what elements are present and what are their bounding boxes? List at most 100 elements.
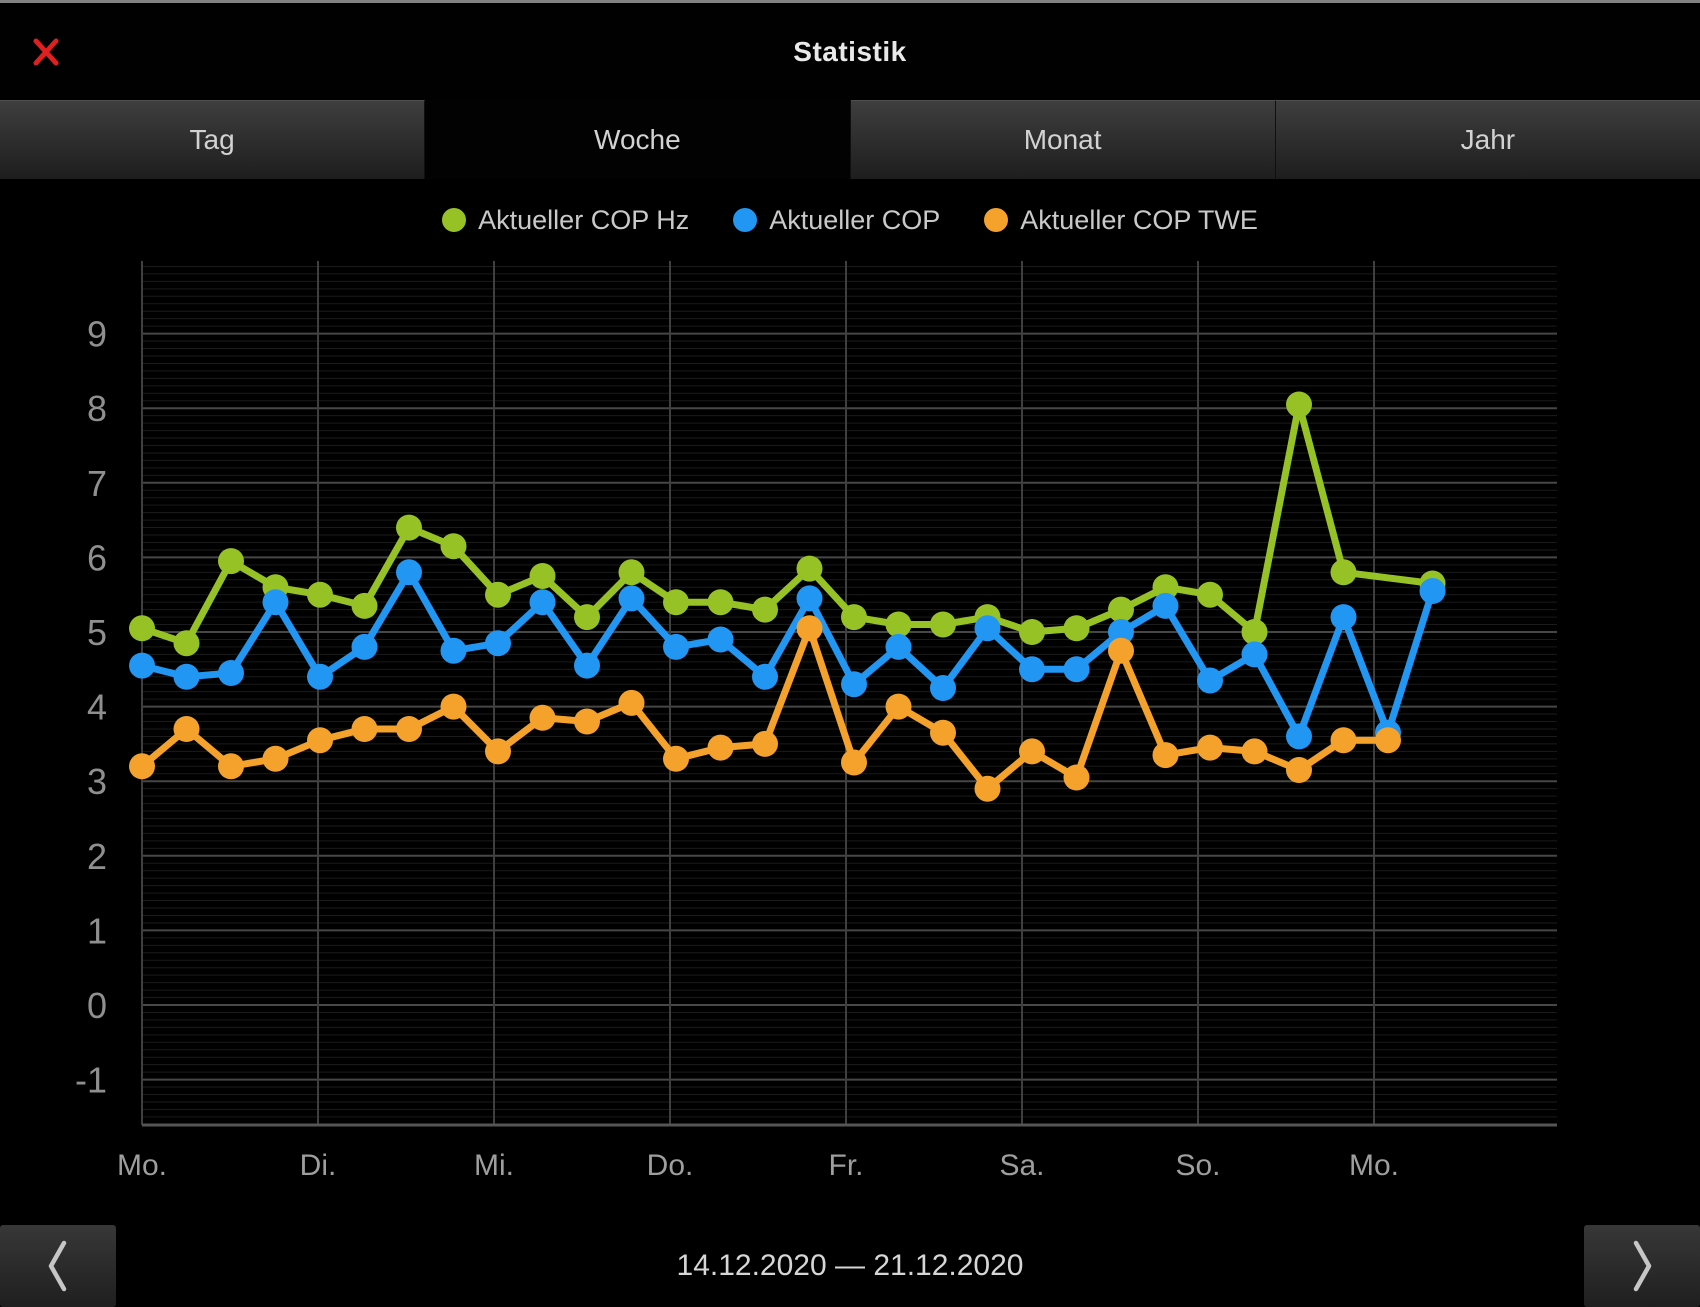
data-point-aktueller-cop-hz[interactable] xyxy=(930,611,956,638)
data-point-aktueller-cop[interactable] xyxy=(1375,719,1401,746)
data-point-aktueller-cop[interactable] xyxy=(663,633,689,660)
data-point-aktueller-cop[interactable] xyxy=(1152,592,1179,619)
tab-jahr[interactable]: Jahr xyxy=(1275,100,1700,179)
data-point-aktueller-cop-hz[interactable] xyxy=(218,548,244,575)
data-point-aktueller-cop-hz[interactable] xyxy=(841,604,867,631)
data-point-aktueller-cop-hz[interactable] xyxy=(752,596,778,623)
data-point-aktueller-cop-hz[interactable] xyxy=(129,615,155,642)
data-point-aktueller-cop-twe[interactable] xyxy=(485,738,511,765)
data-point-aktueller-cop[interactable] xyxy=(440,637,467,664)
data-point-aktueller-cop-hz[interactable] xyxy=(1419,570,1446,597)
data-point-aktueller-cop-hz[interactable] xyxy=(1108,596,1134,623)
data-point-aktueller-cop-hz[interactable] xyxy=(1286,391,1312,418)
y-axis-label: 4 xyxy=(87,687,107,728)
data-point-aktueller-cop-twe[interactable] xyxy=(663,745,689,772)
data-point-aktueller-cop[interactable] xyxy=(1286,723,1312,750)
data-point-aktueller-cop[interactable] xyxy=(1241,641,1268,668)
data-point-aktueller-cop-hz[interactable] xyxy=(396,514,422,541)
data-point-aktueller-cop-hz[interactable] xyxy=(307,581,333,608)
data-point-aktueller-cop-twe[interactable] xyxy=(618,689,645,716)
previous-week-button[interactable] xyxy=(0,1225,116,1307)
data-point-aktueller-cop-twe[interactable] xyxy=(218,753,244,780)
data-point-aktueller-cop-hz[interactable] xyxy=(529,563,556,589)
data-point-aktueller-cop-hz[interactable] xyxy=(485,581,511,608)
data-point-aktueller-cop-hz[interactable] xyxy=(574,604,600,631)
data-point-aktueller-cop-hz[interactable] xyxy=(173,630,200,657)
data-point-aktueller-cop-hz[interactable] xyxy=(707,589,734,616)
data-point-aktueller-cop[interactable] xyxy=(796,585,823,612)
data-point-aktueller-cop[interactable] xyxy=(351,633,378,660)
data-point-aktueller-cop[interactable] xyxy=(885,633,912,660)
data-point-aktueller-cop-hz[interactable] xyxy=(974,604,1001,631)
data-point-aktueller-cop[interactable] xyxy=(930,675,956,701)
data-point-aktueller-cop[interactable] xyxy=(1019,656,1045,683)
data-point-aktueller-cop-twe[interactable] xyxy=(841,749,867,776)
data-point-aktueller-cop-hz[interactable] xyxy=(1152,574,1179,601)
data-point-aktueller-cop-twe[interactable] xyxy=(1108,637,1134,664)
data-point-aktueller-cop-hz[interactable] xyxy=(663,589,689,616)
data-point-aktueller-cop-twe[interactable] xyxy=(1019,738,1045,765)
close-button[interactable] xyxy=(30,36,62,68)
data-point-aktueller-cop-twe[interactable] xyxy=(173,716,200,742)
data-point-aktueller-cop-hz[interactable] xyxy=(1019,619,1045,645)
legend-item-aktueller-cop[interactable]: Aktueller COP xyxy=(733,205,940,236)
data-point-aktueller-cop[interactable] xyxy=(529,589,556,616)
data-point-aktueller-cop[interactable] xyxy=(1108,619,1134,645)
data-point-aktueller-cop[interactable] xyxy=(1063,656,1090,683)
data-point-aktueller-cop-hz[interactable] xyxy=(1330,559,1357,586)
data-point-aktueller-cop[interactable] xyxy=(841,671,867,698)
legend-item-aktueller-cop-hz[interactable]: Aktueller COP Hz xyxy=(442,205,689,236)
data-point-aktueller-cop-hz[interactable] xyxy=(440,533,467,560)
data-point-aktueller-cop-hz[interactable] xyxy=(1063,615,1090,642)
data-point-aktueller-cop[interactable] xyxy=(1197,667,1223,694)
data-point-aktueller-cop-hz[interactable] xyxy=(262,574,289,601)
tab-tag[interactable]: Tag xyxy=(0,100,426,179)
data-point-aktueller-cop-twe[interactable] xyxy=(752,730,778,757)
data-point-aktueller-cop[interactable] xyxy=(1330,604,1357,631)
data-point-aktueller-cop-twe[interactable] xyxy=(796,615,823,642)
data-point-aktueller-cop[interactable] xyxy=(752,663,778,690)
next-week-button[interactable] xyxy=(1584,1225,1700,1307)
data-point-aktueller-cop-twe[interactable] xyxy=(1330,727,1357,754)
data-point-aktueller-cop[interactable] xyxy=(173,663,200,690)
data-point-aktueller-cop-hz[interactable] xyxy=(618,559,645,586)
data-point-aktueller-cop[interactable] xyxy=(1419,578,1446,604)
data-point-aktueller-cop-hz[interactable] xyxy=(796,555,823,582)
data-point-aktueller-cop-twe[interactable] xyxy=(1197,734,1223,761)
data-point-aktueller-cop[interactable] xyxy=(396,559,422,586)
data-point-aktueller-cop-twe[interactable] xyxy=(1241,738,1268,765)
tab-monat[interactable]: Monat xyxy=(850,100,1276,179)
tab-woche[interactable]: Woche xyxy=(425,100,851,179)
data-point-aktueller-cop[interactable] xyxy=(485,630,511,657)
x-axis-label: Sa. xyxy=(999,1149,1044,1182)
data-point-aktueller-cop-twe[interactable] xyxy=(307,727,333,754)
legend-item-aktueller-cop-twe[interactable]: Aktueller COP TWE xyxy=(984,205,1258,236)
data-point-aktueller-cop-hz[interactable] xyxy=(351,592,378,619)
data-point-aktueller-cop-twe[interactable] xyxy=(974,775,1001,802)
data-point-aktueller-cop-hz[interactable] xyxy=(1197,581,1223,608)
data-point-aktueller-cop-twe[interactable] xyxy=(129,753,155,780)
data-point-aktueller-cop-twe[interactable] xyxy=(1152,742,1179,769)
data-point-aktueller-cop-twe[interactable] xyxy=(262,745,289,772)
data-point-aktueller-cop-twe[interactable] xyxy=(1063,764,1090,791)
data-point-aktueller-cop-twe[interactable] xyxy=(396,716,422,742)
data-point-aktueller-cop[interactable] xyxy=(129,652,155,679)
data-point-aktueller-cop-twe[interactable] xyxy=(885,693,912,720)
data-point-aktueller-cop-twe[interactable] xyxy=(930,719,956,746)
data-point-aktueller-cop[interactable] xyxy=(218,660,244,686)
data-point-aktueller-cop-twe[interactable] xyxy=(351,716,378,742)
data-point-aktueller-cop[interactable] xyxy=(574,652,600,679)
data-point-aktueller-cop-hz[interactable] xyxy=(1241,619,1268,645)
data-point-aktueller-cop[interactable] xyxy=(707,626,734,653)
data-point-aktueller-cop-twe[interactable] xyxy=(574,708,600,735)
data-point-aktueller-cop[interactable] xyxy=(618,585,645,612)
data-point-aktueller-cop-hz[interactable] xyxy=(885,611,912,638)
data-point-aktueller-cop-twe[interactable] xyxy=(1375,727,1401,754)
data-point-aktueller-cop-twe[interactable] xyxy=(440,693,467,720)
data-point-aktueller-cop-twe[interactable] xyxy=(529,704,556,731)
data-point-aktueller-cop-twe[interactable] xyxy=(707,734,734,761)
data-point-aktueller-cop[interactable] xyxy=(307,663,333,690)
data-point-aktueller-cop[interactable] xyxy=(974,615,1001,642)
data-point-aktueller-cop[interactable] xyxy=(262,589,289,616)
data-point-aktueller-cop-twe[interactable] xyxy=(1286,757,1312,783)
